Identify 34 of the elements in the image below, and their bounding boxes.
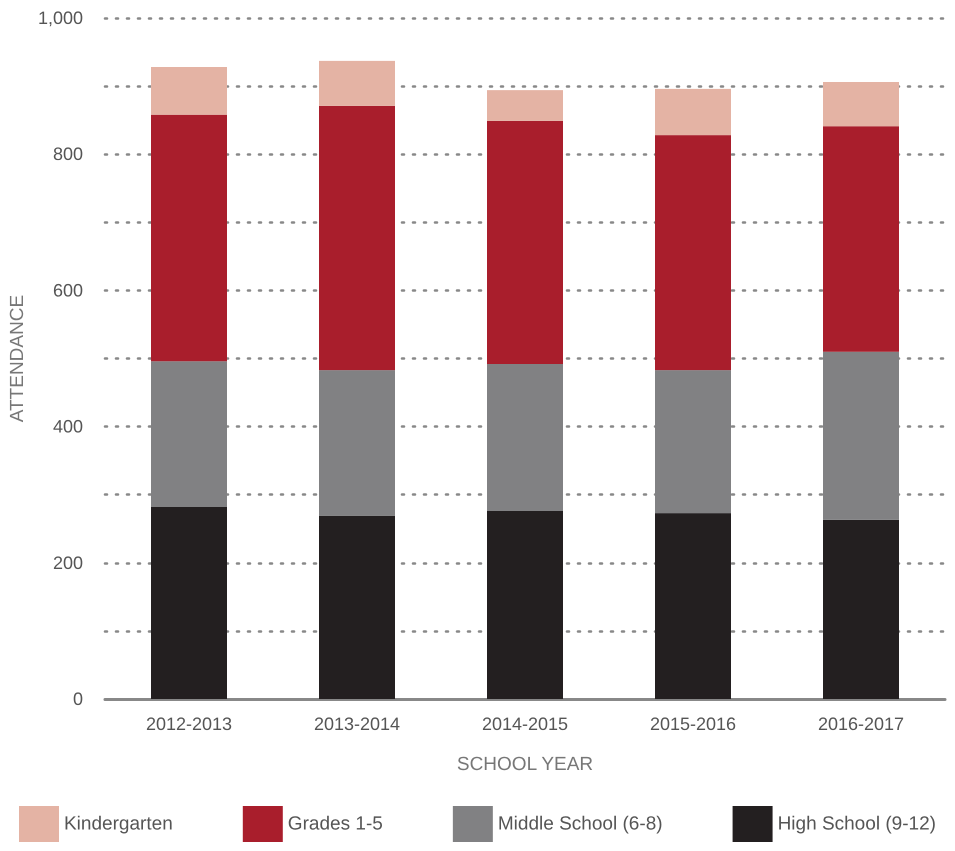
y-tick-label: 600 — [52, 280, 83, 300]
y-tick-label: 800 — [52, 144, 83, 164]
bar — [487, 511, 563, 699]
y-tick-label: 0 — [72, 689, 83, 709]
bar — [487, 90, 563, 121]
x-axis-title: SCHOOL YEAR — [456, 754, 594, 775]
legend-label: High School (9-12) — [778, 814, 936, 834]
legend-label: Kindergarten — [64, 814, 173, 834]
y-tick-label: 400 — [52, 416, 83, 437]
y-axis-title: ATTENDANCE — [7, 294, 28, 422]
bar — [319, 106, 395, 370]
bar — [655, 135, 731, 370]
x-tick-label: 2015-2016 — [650, 714, 736, 734]
y-tick-label: 1,000 — [38, 8, 83, 28]
bar — [487, 364, 563, 512]
x-tick-label: 2016-2017 — [818, 714, 904, 734]
bar — [823, 520, 899, 699]
legend-label: Grades 1-5 — [288, 814, 383, 834]
bar — [151, 67, 227, 115]
bar — [655, 88, 731, 136]
bar — [151, 506, 227, 699]
bar — [823, 126, 899, 352]
legend-label: Middle School (6-8) — [498, 814, 663, 834]
bar — [487, 120, 563, 364]
bar — [319, 370, 395, 516]
y-tick-label: 200 — [52, 552, 83, 573]
bar — [151, 114, 227, 362]
bar — [655, 513, 731, 699]
x-tick-label: 2012-2013 — [146, 714, 232, 734]
bar — [319, 516, 395, 699]
bar — [319, 60, 395, 106]
bar — [823, 82, 899, 126]
x-tick-label: 2013-2014 — [314, 714, 400, 734]
x-tick-label: 2014-2015 — [482, 714, 568, 734]
